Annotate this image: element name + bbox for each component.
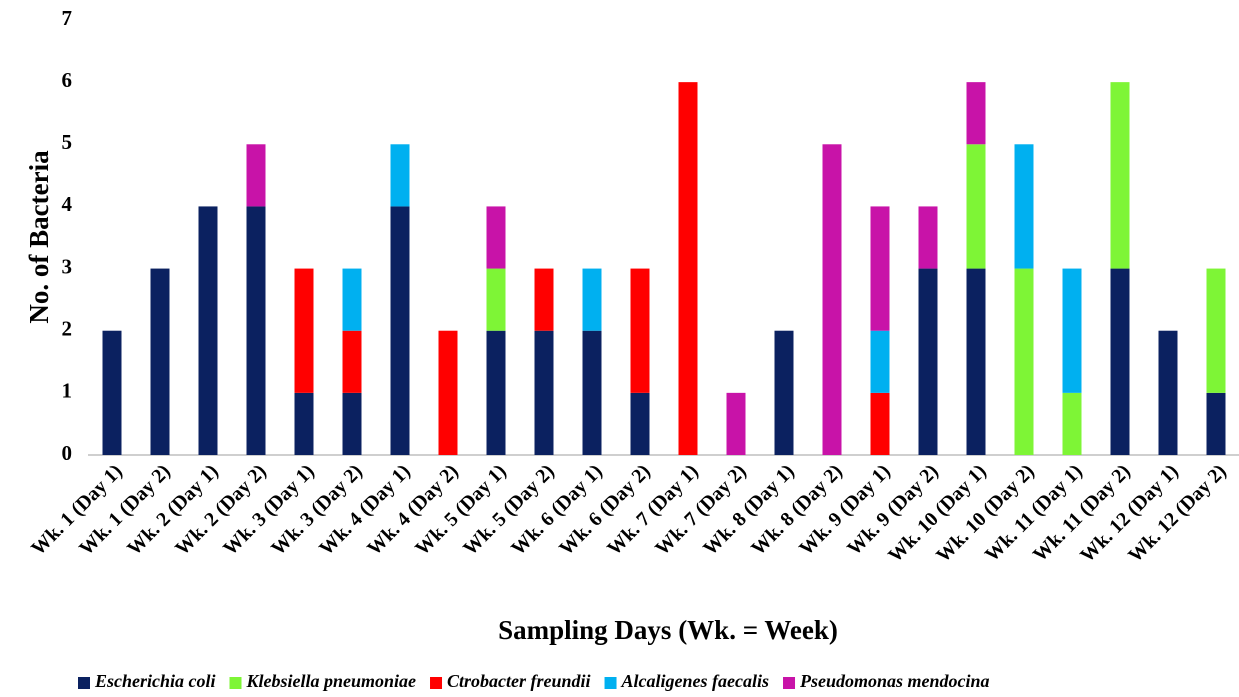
bar-segment	[342, 392, 362, 455]
legend-label: Ctrobacter freundii	[447, 671, 591, 691]
bar-segment	[534, 268, 554, 331]
y-tick-label: 6	[62, 68, 73, 92]
bar-segment	[486, 330, 506, 455]
y-tick-label: 0	[62, 441, 73, 465]
y-tick-label: 3	[62, 254, 73, 278]
bar-segment	[870, 392, 890, 455]
bar-segment	[486, 268, 506, 331]
bar-segment	[438, 330, 458, 455]
bar-segment	[726, 392, 746, 455]
bar-segment	[1062, 392, 1082, 455]
legend-swatch	[783, 677, 796, 689]
legend-swatch	[604, 677, 617, 689]
bar-segment	[390, 206, 410, 455]
bar-segment	[630, 268, 650, 393]
bar-segment	[294, 392, 314, 455]
bar-segment	[774, 330, 794, 455]
bar-segment	[1110, 82, 1130, 269]
bar-segment	[870, 330, 890, 393]
legend-label: Alcaligenes faecalis	[621, 671, 769, 691]
y-tick-label: 2	[62, 317, 73, 341]
bar-segment	[678, 82, 698, 456]
bar-segment	[966, 144, 986, 269]
bar-segment	[342, 268, 362, 331]
y-tick-label: 7	[62, 6, 73, 30]
bar-segment	[246, 144, 266, 207]
bar-segment	[630, 392, 650, 455]
y-tick-label: 1	[62, 379, 73, 403]
bar-segment	[1014, 268, 1034, 455]
bar-segment	[102, 330, 122, 455]
bar-segment	[918, 268, 938, 455]
bar-segment	[870, 206, 890, 331]
bar-segment	[822, 144, 842, 456]
bar-segment	[294, 268, 314, 393]
bar-segment	[1206, 268, 1226, 393]
bar-segment	[486, 206, 506, 269]
bar-segment	[246, 206, 266, 455]
bar-segment	[918, 206, 938, 269]
legend-swatch	[229, 677, 242, 689]
bar-segment	[1110, 268, 1130, 455]
legend-label: Escherichia coli	[94, 671, 216, 691]
y-tick-label: 5	[62, 130, 73, 154]
x-axis-title: Sampling Days (Wk. = Week)	[498, 615, 838, 645]
bar-segment	[1158, 330, 1178, 455]
bar-segment	[390, 144, 410, 207]
bar-segment	[1014, 144, 1034, 269]
bar-segment	[150, 268, 170, 455]
bar-segment	[534, 330, 554, 455]
bar-segment	[966, 268, 986, 455]
legend-label: Klebsiella pneumoniae	[246, 671, 417, 691]
bar-segment	[1062, 268, 1082, 393]
bar-segment	[342, 330, 362, 393]
bar-segment	[966, 82, 986, 145]
legend-label: Pseudomonas mendocina	[799, 671, 990, 691]
legend-swatch	[430, 677, 443, 689]
bar-segment	[198, 206, 218, 455]
y-tick-label: 4	[62, 192, 73, 216]
y-axis-title: No. of Bacteria	[24, 150, 54, 324]
bar-segment	[582, 330, 602, 455]
bar-segment	[1206, 392, 1226, 455]
legend-swatch	[78, 677, 90, 689]
bar-segment	[582, 268, 602, 331]
